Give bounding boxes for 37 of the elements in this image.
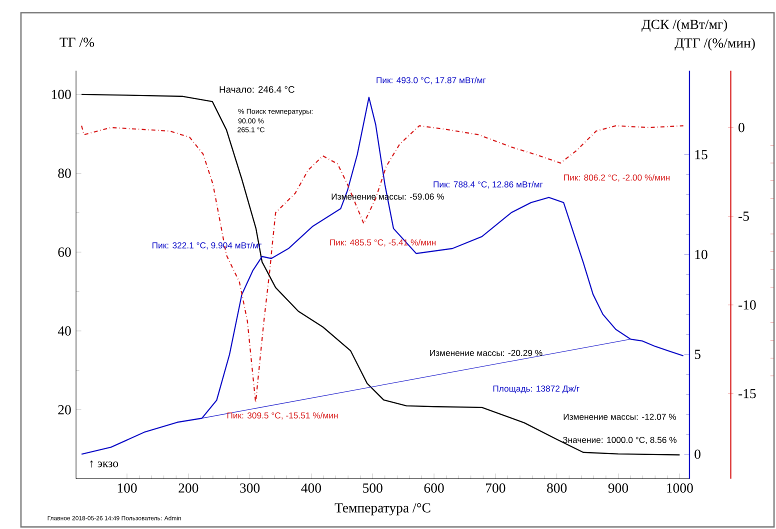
y-tick-label: 40 bbox=[58, 326, 71, 336]
y-tick-label: 60 bbox=[58, 248, 71, 257]
y-axis-title: ТГ /% bbox=[60, 38, 94, 47]
x-tick-label: 300 bbox=[240, 483, 260, 493]
x-tick-label: 700 bbox=[486, 483, 506, 493]
y2-tick-label: 15 bbox=[695, 150, 708, 160]
annotation: Пик: 493.0 °C, 17.87 мВт/мг bbox=[376, 76, 486, 84]
x-tick-label: 100 bbox=[118, 483, 137, 493]
x-tick-label: 600 bbox=[424, 483, 444, 493]
x-tick-label: 500 bbox=[363, 483, 382, 493]
x-tick-label: 800 bbox=[547, 483, 567, 493]
y-tick-label: 20 bbox=[58, 405, 71, 414]
y3-axis-title: ДТГ /(%/мин) bbox=[674, 38, 755, 51]
annotation: Начало: 246.4 °C bbox=[220, 86, 294, 93]
y3-tick-label: 0 bbox=[738, 122, 744, 132]
annotation: Площадь: 13872 Дж/г bbox=[493, 385, 580, 394]
annotation: Пик: 806.2 °C, -2.00 %/мин bbox=[564, 174, 670, 182]
y3-tick-label: -15 bbox=[738, 389, 756, 398]
x-tick-label: 1000 bbox=[667, 483, 693, 493]
y3-tick-label: -10 bbox=[738, 300, 756, 310]
annotation: Значение: 1000.0 °C, 8.56 % bbox=[562, 436, 677, 444]
y2-axis-title: ДСК /(мВт/мг) bbox=[642, 19, 728, 32]
x-axis-title: Температура /°C bbox=[334, 503, 430, 516]
annotation: Пик: 788.4 °C, 12.86 мВт/мг bbox=[434, 181, 543, 189]
x-tick-label: 900 bbox=[608, 483, 628, 493]
annotation: Изменение массы: -12.07 % bbox=[564, 414, 676, 420]
annotation: Пик: 309.5 °C, -15.51 %/мин bbox=[227, 412, 338, 420]
x-tick-label: 400 bbox=[301, 483, 322, 493]
annotation: ↑ экзо bbox=[90, 460, 118, 468]
y2-tick-label: 5 bbox=[694, 350, 700, 359]
y-tick-label: 100 bbox=[52, 90, 71, 100]
y3-tick-label: -5 bbox=[738, 212, 749, 221]
y2-tick-label: 0 bbox=[694, 450, 700, 459]
annotation: Изменение массы: -20.29 % bbox=[430, 350, 542, 356]
x-tick-label: 200 bbox=[178, 483, 198, 493]
y-tick-label: 80 bbox=[58, 168, 71, 178]
y2-tick-label: 10 bbox=[695, 250, 708, 260]
